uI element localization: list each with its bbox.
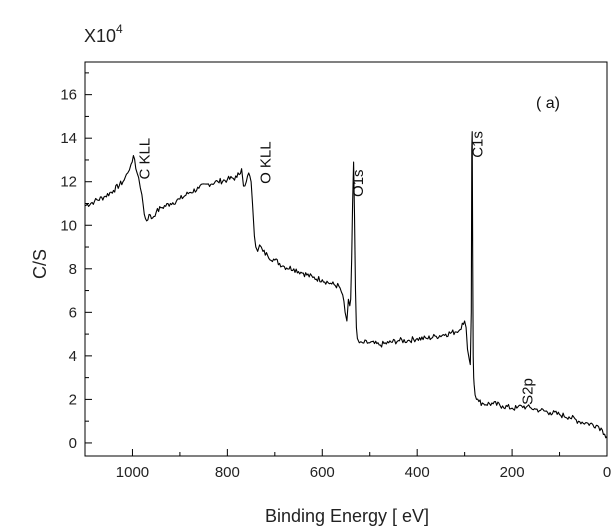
y-tick-label: 2	[69, 391, 77, 408]
y-tick-label: 14	[60, 130, 77, 147]
y-tick-label: 16	[60, 87, 77, 104]
peak-annotation: C1s	[469, 131, 486, 158]
y-multiplier-base: X10	[84, 26, 116, 46]
y-tick-label: 10	[60, 217, 77, 234]
y-axis-title: C/S	[30, 249, 50, 279]
y-tick-label: 4	[69, 348, 77, 365]
xps-spectrum-line	[84, 131, 608, 439]
annotation-group: C KLL O KLL O1s C1s S2p	[136, 131, 536, 405]
y-multiplier: X104	[84, 22, 123, 46]
x-tick-label: 1000	[116, 464, 149, 481]
peak-annotation: C KLL	[136, 138, 153, 180]
chart-frame	[84, 61, 608, 457]
y-tick-label: 6	[69, 304, 77, 321]
plot-frame	[84, 61, 608, 457]
y-tick-label: 0	[69, 435, 77, 452]
x-tick-label: 600	[310, 464, 335, 481]
x-tick-label: 200	[500, 464, 525, 481]
peak-annotation: S2p	[519, 378, 536, 405]
y-multiplier-exponent: 4	[116, 22, 123, 36]
peak-annotation: O KLL	[257, 141, 274, 184]
x-axis-title: Binding Energy [ eV]	[265, 506, 429, 526]
panel-label: ( a)	[536, 95, 560, 112]
tick-group: 1000 800 600 400 200 0 0 2 4 6 8 10 12 14 16	[60, 72, 611, 481]
x-tick-label: 400	[405, 464, 430, 481]
y-tick-label: 8	[69, 261, 77, 278]
y-tick-label: 12	[60, 174, 77, 191]
x-tick-label: 0	[603, 464, 611, 481]
x-tick-label: 800	[215, 464, 240, 481]
series-group	[84, 131, 608, 439]
peak-annotation: O1s	[350, 169, 367, 197]
